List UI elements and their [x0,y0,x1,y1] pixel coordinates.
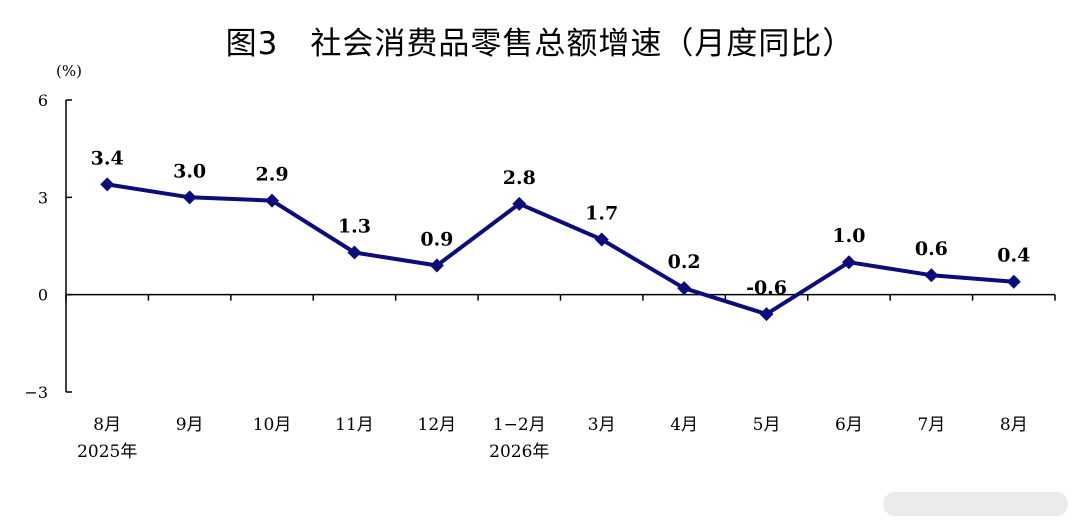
data-point-marker [512,196,527,211]
data-point-marker [265,193,280,208]
y-tick-label: 0 [38,286,48,305]
x-tick-label: 6月 [835,415,863,435]
data-label: 3.4 [91,147,124,169]
data-label: 2.9 [256,164,289,186]
data-point-marker [429,258,444,273]
data-label: -0.6 [746,277,787,299]
x-tick-label: 1−2月 [493,415,546,435]
x-year-label: 2026年 [489,442,549,462]
data-label: 3.0 [173,160,206,182]
data-point-marker [759,307,774,322]
data-label: 0.4 [997,245,1030,267]
data-point-marker [1006,274,1021,289]
x-tick-label: 9月 [176,415,204,435]
x-year-label: 2025年 [77,442,137,462]
data-point-marker [924,268,939,283]
x-tick-label: 7月 [917,415,945,435]
x-tick-label: 12月 [418,415,457,435]
x-tick-label: 8月 [93,415,121,435]
x-tick-label: 5月 [753,415,781,435]
watermark-logo [883,492,1068,516]
data-label: 0.2 [668,251,701,273]
data-label: 1.7 [585,203,618,225]
chart-title: 图3 社会消费品零售总额增速（月度同比） [225,26,855,62]
y-tick-label: 3 [38,188,48,207]
data-point-marker [677,281,692,296]
data-label: 2.8 [503,167,536,189]
data-label: 0.9 [420,228,453,250]
data-point-marker [347,245,362,260]
data-point-marker [182,190,197,205]
series-line [106,182,1014,317]
x-tick-label: 4月 [670,415,698,435]
data-point-marker [594,232,609,247]
data-point-marker [100,177,115,192]
y-tick-label: 6 [38,91,48,110]
y-tick-label: −3 [24,383,48,402]
data-label: 1.0 [832,225,865,247]
x-tick-label: 3月 [588,415,616,435]
data-point-marker [841,255,856,270]
y-axis-unit-label: (%) [56,62,82,80]
x-tick-label: 11月 [335,415,374,435]
data-label: 1.3 [338,215,371,237]
x-tick-label: 10月 [253,415,292,435]
x-tick-label: 8月 [1000,415,1028,435]
data-label: 0.6 [915,238,948,260]
